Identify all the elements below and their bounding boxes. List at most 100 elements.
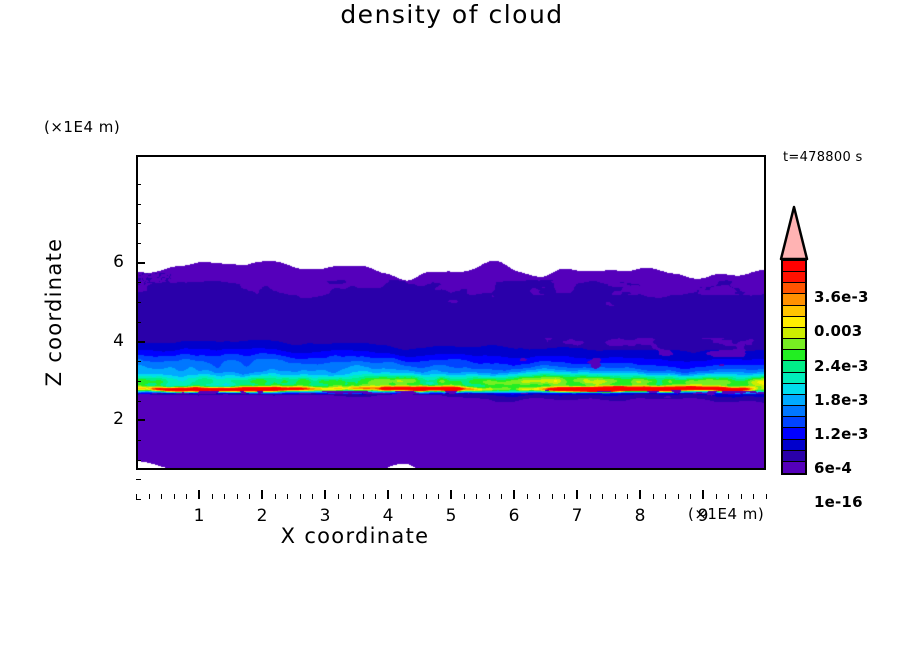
x-tick-minor <box>690 494 692 499</box>
y-tick-minor <box>136 400 141 402</box>
colorbar-segment <box>783 450 805 462</box>
colorbar-segment <box>783 350 805 362</box>
x-tick-minor <box>753 494 755 499</box>
colorbar-segment <box>783 406 805 418</box>
x-tick-minor <box>488 494 490 499</box>
x-tick-minor <box>425 494 427 499</box>
x-tick-minor <box>677 494 679 499</box>
x-tick-label: 7 <box>571 506 583 526</box>
chart-title: density of cloud <box>340 0 564 29</box>
y-tick-minor <box>136 361 141 363</box>
x-tick-major <box>324 490 326 499</box>
x-tick-minor <box>539 494 541 499</box>
x-tick-minor <box>501 494 503 499</box>
x-tick-minor <box>602 494 604 499</box>
y-tick-major <box>136 340 145 343</box>
y-axis-unit-label: (×1E4 m) <box>44 118 121 136</box>
y-tick-minor <box>136 184 141 185</box>
y-tick-minor <box>136 479 141 481</box>
y-tick-minor <box>136 499 141 500</box>
y-tick-minor <box>136 459 141 461</box>
x-tick-minor <box>728 494 730 499</box>
colorbar-segment <box>783 327 805 340</box>
colorbar-segment <box>783 361 805 373</box>
x-tick-minor <box>173 494 175 499</box>
x-tick-major <box>702 490 704 499</box>
colorbar-tick-label: 1e-16 <box>814 493 863 511</box>
density-field-canvas <box>138 157 764 468</box>
x-tick-minor <box>665 494 667 499</box>
x-tick-minor <box>337 494 339 499</box>
x-tick-minor <box>551 494 553 499</box>
x-tick-minor <box>224 494 226 499</box>
colorbar-segment <box>783 261 805 273</box>
x-tick-minor <box>312 494 314 499</box>
x-tick-minor <box>627 494 629 499</box>
colorbar-segment <box>783 316 805 328</box>
x-tick-minor <box>161 494 163 499</box>
colorbar-segment <box>783 305 805 317</box>
x-tick-minor <box>148 494 150 499</box>
x-tick-label: 5 <box>445 506 457 526</box>
y-tick-major <box>136 261 145 264</box>
contour-plot-area <box>136 155 766 470</box>
x-tick-minor <box>463 494 465 499</box>
x-tick-label: 6 <box>508 506 520 526</box>
x-tick-minor <box>614 494 616 499</box>
x-tick-minor <box>740 494 742 499</box>
x-axis-unit-label: (×1E4 m) <box>688 505 765 523</box>
y-tick-label: 4 <box>113 330 124 351</box>
x-tick-minor <box>400 494 402 499</box>
y-tick-minor <box>136 282 141 284</box>
colorbar-tick-label: 2.4e-3 <box>814 356 869 375</box>
colorbar-tick-label: 6e-4 <box>814 458 853 477</box>
x-tick-minor <box>362 494 364 499</box>
x-tick-minor <box>136 494 137 499</box>
colorbar-segment <box>783 394 805 407</box>
x-tick-minor <box>438 494 440 499</box>
y-tick-label: 2 <box>113 409 124 430</box>
colorbar-tick-label: 1.8e-3 <box>814 390 869 409</box>
x-axis-title: X coordinate <box>280 524 430 548</box>
colorbar-tick-label: 3.6e-3 <box>814 288 869 307</box>
timestamp-annotation: t=478800 s <box>783 150 863 165</box>
x-tick-label: 9 <box>697 506 709 526</box>
x-tick-major <box>513 490 515 499</box>
x-tick-major <box>576 490 578 499</box>
x-tick-minor <box>211 494 213 499</box>
colorbar-segment <box>783 461 805 473</box>
colorbar-segment <box>783 417 805 429</box>
y-tick-major <box>136 419 145 422</box>
colorbar-tick-label: 0.003 <box>814 322 863 341</box>
x-tick-minor <box>249 494 251 499</box>
colorbar-segment <box>783 439 805 451</box>
x-tick-minor <box>476 494 478 499</box>
x-tick-major <box>261 490 263 499</box>
colorbar <box>781 259 807 475</box>
y-tick-label: 6 <box>113 251 124 272</box>
colorbar-segment <box>783 383 805 395</box>
colorbar-segment <box>783 294 805 306</box>
x-tick-minor <box>652 494 654 499</box>
colorbar-segment <box>783 339 805 351</box>
x-tick-major <box>639 490 641 499</box>
x-tick-minor <box>375 494 377 499</box>
y-tick-minor <box>136 321 141 323</box>
x-tick-minor <box>526 494 528 499</box>
x-tick-minor <box>715 494 717 499</box>
x-tick-major <box>198 490 200 499</box>
x-tick-minor <box>186 494 188 499</box>
colorbar-tick-label: 1.2e-3 <box>814 424 869 443</box>
x-tick-minor <box>299 494 301 499</box>
x-tick-minor <box>236 494 238 499</box>
x-tick-label: 3 <box>319 506 331 526</box>
x-tick-label: 4 <box>382 506 394 526</box>
y-tick-minor <box>136 302 141 304</box>
y-tick-minor <box>136 203 141 205</box>
y-tick-minor <box>136 380 141 382</box>
x-tick-minor <box>766 494 767 499</box>
y-axis-title: Z coordinate <box>42 237 66 387</box>
x-tick-label: 2 <box>256 506 268 526</box>
y-tick-minor <box>136 439 141 441</box>
x-tick-minor <box>287 494 289 499</box>
